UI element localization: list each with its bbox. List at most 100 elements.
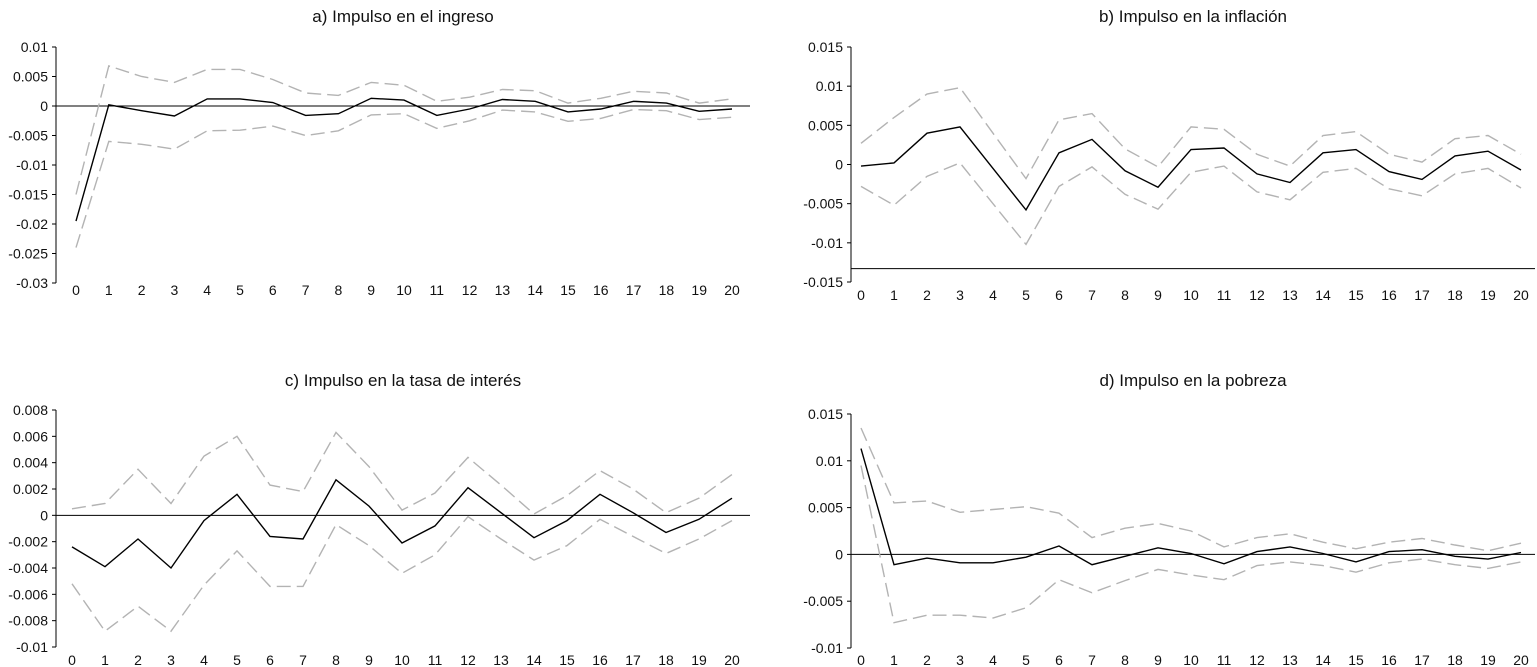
- poverty-x-tick-label: 13: [1282, 652, 1298, 667]
- inflation-x-tick-label: 8: [1121, 287, 1129, 303]
- inflation-x-tick-label: 16: [1381, 287, 1397, 303]
- inflation-x-tick-label: 14: [1315, 287, 1331, 303]
- poverty-y-tick-label: 0: [835, 546, 843, 562]
- poverty-x-tick-label: 14: [1315, 652, 1331, 667]
- poverty-x-tick-label: 16: [1381, 652, 1397, 667]
- poverty-chart-title: d) Impulso en la pobreza: [1099, 371, 1287, 390]
- interest-rate-x-tick-label: 7: [299, 652, 307, 667]
- interest-rate-x-tick-label: 14: [526, 652, 542, 667]
- chart-interest-rate-svg: c) Impulso en la tasa de interés 0.008 0.0…: [8, 371, 750, 667]
- poverty-x-tick-label: 18: [1447, 652, 1463, 667]
- interest-rate-x-tick-label: 3: [167, 652, 175, 667]
- income-x-tick-label: 11: [430, 282, 445, 298]
- inflation-series-lower: [860, 162, 1522, 246]
- inflation-y-tick-label: 0.015: [808, 39, 843, 55]
- poverty-x-tick-label: 8: [1121, 652, 1129, 667]
- interest-rate-y-tick-label: 0.006: [13, 428, 48, 444]
- income-x-tick-label: 14: [527, 282, 543, 298]
- income-x-tick-label: 2: [138, 282, 146, 298]
- income-y-tick-label: 0.005: [13, 69, 48, 85]
- poverty-x-tick-label: 2: [923, 652, 931, 667]
- interest-rate-series-response: [71, 478, 733, 570]
- interest-rate-x-tick-label: 13: [493, 652, 509, 667]
- interest-rate-x-tick-label: 19: [691, 652, 707, 667]
- income-x-tick-label: 12: [462, 282, 478, 298]
- chart-panel-income: a) Impulso en el ingreso 0.01 0.005 0 -0.005…: [0, 0, 760, 310]
- interest-rate-y-tick-label: -0.004: [8, 560, 48, 576]
- chart-inflation-svg: b) Impulso en la inflación 0.015 0.01 0.005…: [803, 7, 1535, 303]
- interest-rate-chart-title: c) Impulso en la tasa de interés: [285, 371, 521, 390]
- inflation-x-tick-label: 3: [956, 287, 964, 303]
- poverty-y-tick-label: 0.005: [808, 500, 843, 516]
- interest-rate-x-tick-label: 5: [233, 652, 241, 667]
- income-x-tick-label: 7: [302, 282, 310, 298]
- income-x-tick-label: 17: [626, 282, 642, 298]
- poverty-x-tick-label: 12: [1249, 652, 1265, 667]
- poverty-x-tick-label: 17: [1414, 652, 1430, 667]
- inflation-y-tick-label: 0.005: [808, 117, 843, 133]
- interest-rate-y-tick-label: 0.002: [13, 481, 48, 497]
- interest-rate-x-tick-label: 8: [332, 652, 340, 667]
- income-y-tick-label: -0.015: [8, 187, 48, 203]
- poverty-x-tick-label: 15: [1348, 652, 1364, 667]
- income-x-tick-label: 15: [560, 282, 576, 298]
- inflation-x-tick-label: 10: [1183, 287, 1199, 303]
- income-x-tick-label: 6: [269, 282, 277, 298]
- poverty-x-tick-label: 4: [989, 652, 997, 667]
- chart-panel-interest-rate: c) Impulso en la tasa de interés 0.008 0.0…: [0, 360, 760, 667]
- poverty-x-tick-label: 6: [1055, 652, 1063, 667]
- inflation-x-tick-label: 11: [1217, 287, 1232, 303]
- interest-rate-y-tick-label: -0.006: [8, 586, 48, 602]
- income-x-tick-label: 19: [691, 282, 707, 298]
- chart-panel-poverty: d) Impulso en la pobreza 0.015 0.01 0.005 0-…: [776, 360, 1537, 667]
- inflation-x-tick-label: 17: [1414, 287, 1430, 303]
- interest-rate-y-tick-label: 0.008: [13, 402, 48, 418]
- inflation-x-tick-label: 18: [1447, 287, 1463, 303]
- inflation-y-tick-label: -0.01: [811, 235, 843, 251]
- inflation-series-upper: [860, 86, 1522, 180]
- poverty-x-tick-label: 3: [956, 652, 964, 667]
- interest-rate-x-tick-label: 15: [559, 652, 575, 667]
- income-series-upper: [75, 65, 733, 195]
- inflation-x-tick-label: 12: [1249, 287, 1265, 303]
- inflation-x-tick-label: 0: [857, 287, 865, 303]
- chart-panel-inflation: b) Impulso en la inflación 0.015 0.01 0.005…: [776, 0, 1537, 310]
- income-y-tick-label: -0.01: [16, 157, 48, 173]
- income-y-tick-label: -0.025: [8, 246, 48, 262]
- poverty-y-tick-label: -0.01: [811, 640, 843, 656]
- income-x-tick-label: 13: [495, 282, 511, 298]
- income-chart-title: a) Impulso en el ingreso: [312, 7, 493, 26]
- interest-rate-x-tick-label: 20: [724, 652, 740, 667]
- income-x-tick-label: 16: [593, 282, 609, 298]
- income-x-tick-label: 0: [72, 282, 80, 298]
- inflation-chart-title: b) Impulso en la inflación: [1099, 7, 1287, 26]
- inflation-x-tick-label: 6: [1055, 287, 1063, 303]
- interest-rate-series-lower: [71, 515, 733, 633]
- inflation-x-tick-label: 1: [890, 287, 898, 303]
- inflation-x-tick-label: 13: [1282, 287, 1298, 303]
- income-y-tick-label: 0.01: [21, 39, 48, 55]
- interest-rate-x-tick-label: 11: [428, 652, 443, 667]
- interest-rate-x-tick-label: 6: [266, 652, 274, 667]
- interest-rate-series-upper: [71, 431, 733, 515]
- poverty-y-tick-label: -0.005: [803, 593, 843, 609]
- inflation-x-tick-label: 4: [989, 287, 997, 303]
- inflation-x-tick-label: 15: [1348, 287, 1364, 303]
- interest-rate-y-tick-label: 0: [40, 507, 48, 523]
- inflation-x-tick-label: 9: [1154, 287, 1162, 303]
- poverty-x-tick-label: 20: [1513, 652, 1529, 667]
- poverty-y-tick-label: 0.015: [808, 406, 843, 422]
- inflation-series-response: [860, 126, 1522, 212]
- interest-rate-y-tick-label: -0.008: [8, 613, 48, 629]
- income-y-tick-label: -0.02: [16, 216, 48, 232]
- poverty-y-tick-label: 0.01: [816, 453, 843, 469]
- income-x-tick-label: 20: [724, 282, 740, 298]
- inflation-y-tick-label: -0.005: [803, 196, 843, 212]
- poverty-x-tick-label: 0: [857, 652, 865, 667]
- income-y-tick-label: -0.03: [16, 275, 48, 291]
- income-series-lower: [75, 108, 733, 248]
- inflation-x-tick-label: 19: [1480, 287, 1496, 303]
- chart-income-svg: a) Impulso en el ingreso 0.01 0.005 0 -0.005…: [8, 7, 750, 298]
- poverty-x-tick-label: 19: [1480, 652, 1496, 667]
- interest-rate-x-tick-label: 9: [365, 652, 373, 667]
